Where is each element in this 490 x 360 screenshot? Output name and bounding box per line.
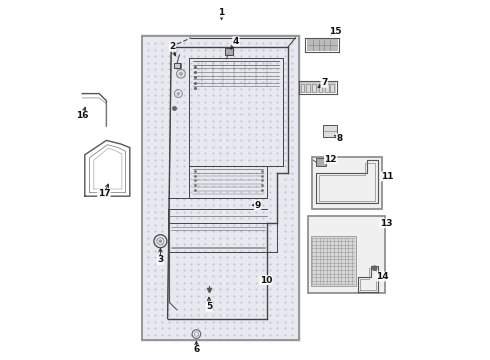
Text: 4: 4 xyxy=(233,37,239,46)
Bar xyxy=(307,39,338,51)
Text: 9: 9 xyxy=(254,201,261,210)
Bar xyxy=(174,63,180,68)
Text: 5: 5 xyxy=(206,302,212,311)
Bar xyxy=(301,84,304,92)
Bar xyxy=(225,48,233,55)
Bar xyxy=(325,84,329,92)
Bar xyxy=(308,216,386,293)
Text: 11: 11 xyxy=(381,172,393,181)
Text: 17: 17 xyxy=(98,189,110,198)
Text: 2: 2 xyxy=(169,42,175,51)
Circle shape xyxy=(159,239,162,243)
Bar xyxy=(176,63,180,68)
Text: 13: 13 xyxy=(380,219,392,228)
Bar xyxy=(311,236,356,286)
Text: 12: 12 xyxy=(324,154,337,163)
Text: 15: 15 xyxy=(329,27,342,36)
Text: 3: 3 xyxy=(157,256,164,264)
Bar xyxy=(312,84,316,92)
Text: 1: 1 xyxy=(219,8,225,17)
Circle shape xyxy=(372,265,377,271)
Bar xyxy=(312,157,382,209)
Text: 6: 6 xyxy=(193,346,199,354)
Circle shape xyxy=(179,72,183,76)
Bar xyxy=(143,36,299,340)
Circle shape xyxy=(176,92,180,95)
Text: 14: 14 xyxy=(376,272,389,281)
Text: 16: 16 xyxy=(76,111,89,120)
Text: 10: 10 xyxy=(260,276,272,284)
Bar xyxy=(323,125,337,137)
Bar xyxy=(306,84,310,92)
Bar xyxy=(316,158,326,166)
Text: 8: 8 xyxy=(336,134,343,143)
Bar xyxy=(330,84,334,92)
Text: 7: 7 xyxy=(321,78,327,87)
Bar xyxy=(300,82,336,93)
Bar xyxy=(141,34,301,342)
Bar xyxy=(319,84,322,92)
